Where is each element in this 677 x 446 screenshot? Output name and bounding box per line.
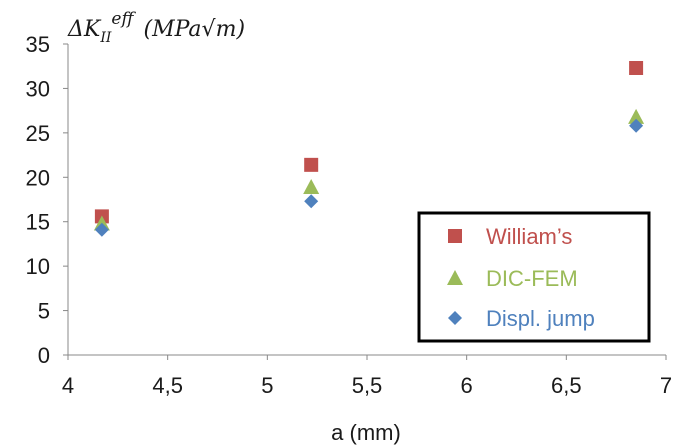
- x-tick-labels: 4 4,5 5 5,5 6 6,5 7: [62, 373, 672, 398]
- y-axis-label: ΔKIIeff (MPa√m): [67, 9, 245, 46]
- x-tick-label: 7: [660, 373, 672, 398]
- y-tick-label: 5: [38, 299, 50, 324]
- x-axis-label: a (mm): [331, 420, 401, 445]
- y-label-units-open: (MPa: [144, 17, 202, 42]
- data-point-dic-fem: [303, 179, 320, 195]
- y-tick-label: 25: [26, 121, 50, 146]
- y-label-delta: ΔK: [67, 17, 102, 42]
- y-label-subscript: II: [99, 30, 112, 46]
- data-point-displ-jump: [94, 222, 109, 237]
- y-label-units-root: m: [216, 17, 237, 42]
- y-label-sqrt: √: [202, 17, 217, 42]
- data-points: [93, 60, 645, 237]
- x-tick-label: 6: [461, 373, 473, 398]
- axes: [63, 43, 667, 360]
- data-point-displ-jump: [304, 194, 319, 209]
- data-point-william-s: [629, 60, 644, 75]
- y-label-superscript: eff: [111, 9, 136, 29]
- legend-marker-william-s: [448, 229, 462, 243]
- x-tick-label: 4,5: [152, 373, 183, 398]
- legend: William’s DIC-FEM Displ. jump: [417, 211, 651, 343]
- x-tick-label: 5,5: [352, 373, 383, 398]
- data-point-william-s: [304, 157, 319, 172]
- y-tick-label: 0: [38, 343, 50, 368]
- y-tick-label: 15: [26, 210, 50, 235]
- legend-label-displ-jump: Displ. jump: [486, 306, 595, 331]
- y-tick-label: 10: [26, 254, 50, 279]
- x-tick-label: 4: [62, 373, 74, 398]
- legend-label-dic-fem: DIC-FEM: [486, 266, 578, 291]
- y-tick-label: 20: [26, 165, 50, 190]
- y-label-units-close: ): [235, 17, 245, 42]
- y-tick-label: 30: [26, 76, 50, 101]
- legend-marker-dic-fem: [447, 270, 463, 285]
- x-tick-label: 6,5: [551, 373, 582, 398]
- legend-label-william-s: William’s: [486, 224, 572, 249]
- x-tick-label: 5: [261, 373, 273, 398]
- legend-marker-displ-jump: [448, 311, 462, 325]
- y-tick-label: 35: [26, 32, 50, 57]
- data-point-displ-jump: [629, 118, 644, 133]
- data-point-dic-fem: [628, 108, 645, 124]
- y-tick-labels: 0 5 10 15 20 25 30 35: [26, 32, 50, 368]
